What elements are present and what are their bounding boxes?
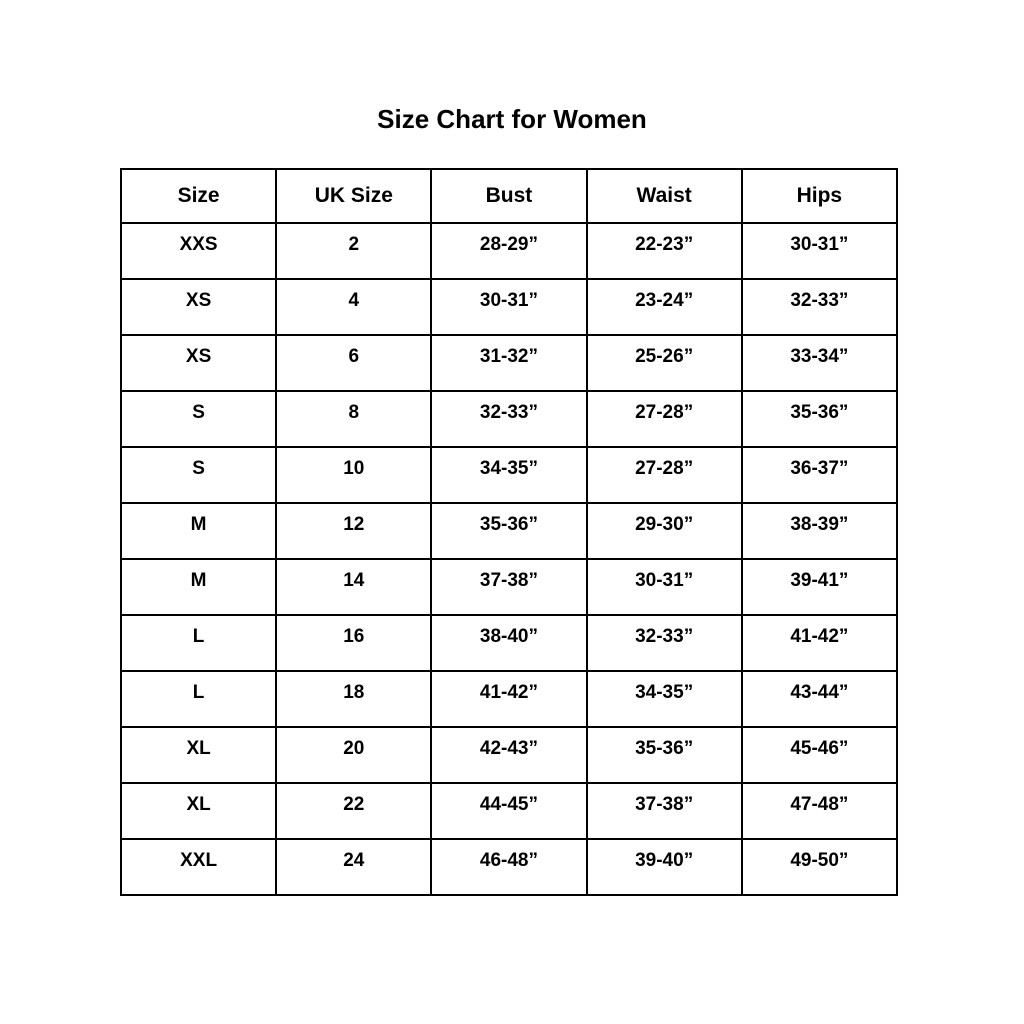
table-row: XS 6 31-32” 25-26” 33-34” — [119, 334, 899, 392]
table-cell: 47-48” — [740, 782, 899, 840]
table-cell: 24 — [275, 838, 433, 896]
table-cell: 32-33” — [585, 614, 743, 672]
table-row: L 16 38-40” 32-33” 41-42” — [119, 614, 899, 672]
table-cell: M — [119, 558, 278, 616]
table-cell: 39-40” — [585, 838, 743, 896]
column-header: Hips — [740, 168, 899, 224]
header-row: Size UK Size Bust Waist Hips — [119, 168, 899, 224]
table-cell: 41-42” — [430, 670, 588, 728]
table-cell: 6 — [275, 334, 433, 392]
table-cell: 30-31” — [585, 558, 743, 616]
table-cell: 39-41” — [740, 558, 899, 616]
table-cell: 34-35” — [585, 670, 743, 728]
table-cell: 35-36” — [430, 502, 588, 560]
table-row: S 10 34-35” 27-28” 36-37” — [119, 446, 899, 504]
page-title: Size Chart for Women — [377, 104, 647, 134]
table-cell: M — [119, 502, 278, 560]
table-row: M 14 37-38” 30-31” 39-41” — [119, 558, 899, 616]
table-cell: 41-42” — [740, 614, 899, 672]
table-cell: 36-37” — [740, 446, 899, 504]
table-row: XL 22 44-45” 37-38” 47-48” — [119, 782, 899, 840]
table-cell: 33-34” — [740, 334, 899, 392]
table-cell: 16 — [275, 614, 433, 672]
table-cell: 2 — [275, 222, 433, 280]
table-cell: XS — [119, 334, 278, 392]
table-row: L 18 41-42” 34-35” 43-44” — [119, 670, 899, 728]
table-row: XL 20 42-43” 35-36” 45-46” — [119, 726, 899, 784]
table-cell: 4 — [275, 278, 433, 336]
table-row: S 8 32-33” 27-28” 35-36” — [119, 390, 899, 448]
table-row: XXS 2 28-29” 22-23” 30-31” — [119, 222, 899, 280]
table-cell: S — [119, 446, 278, 504]
table-cell: 12 — [275, 502, 433, 560]
table-cell: 32-33” — [430, 390, 588, 448]
table-cell: 31-32” — [430, 334, 588, 392]
table-cell: 43-44” — [740, 670, 899, 728]
table-row: XXL 24 46-48” 39-40” 49-50” — [119, 838, 899, 896]
table-cell: XXS — [119, 222, 278, 280]
table-cell: 25-26” — [585, 334, 743, 392]
table-header: Size UK Size Bust Waist Hips — [119, 168, 899, 224]
table-cell: 30-31” — [740, 222, 899, 280]
table-cell: XXL — [119, 838, 278, 896]
table-cell: 29-30” — [585, 502, 743, 560]
table-cell: XL — [119, 726, 278, 784]
table-cell: 37-38” — [430, 558, 588, 616]
table-body: XXS 2 28-29” 22-23” 30-31” XS 4 30-31” 23-24” 32-… — [119, 222, 899, 896]
table-cell: 14 — [275, 558, 433, 616]
table-cell: 20 — [275, 726, 433, 784]
table-cell: 38-39” — [740, 502, 899, 560]
column-header: Waist — [585, 168, 743, 224]
table-cell: 18 — [275, 670, 433, 728]
table-cell: L — [119, 614, 278, 672]
size-chart-table: Size UK Size Bust Waist Hips XXS 2 28-29” 22-23… — [119, 168, 899, 896]
table-cell: 32-33” — [740, 278, 899, 336]
table-cell: 35-36” — [740, 390, 899, 448]
column-header: Size — [119, 168, 278, 224]
table-row: XS 4 30-31” 23-24” 32-33” — [119, 278, 899, 336]
table-cell: XS — [119, 278, 278, 336]
table-cell: 10 — [275, 446, 433, 504]
table-cell: 44-45” — [430, 782, 588, 840]
table-cell: 23-24” — [585, 278, 743, 336]
table-cell: 8 — [275, 390, 433, 448]
table-cell: 27-28” — [585, 390, 743, 448]
table-cell: 35-36” — [585, 726, 743, 784]
table-cell: 22-23” — [585, 222, 743, 280]
column-header: UK Size — [275, 168, 433, 224]
table-cell: XL — [119, 782, 278, 840]
table-cell: 30-31” — [430, 278, 588, 336]
table-cell: 38-40” — [430, 614, 588, 672]
table-cell: 42-43” — [430, 726, 588, 784]
table-cell: 49-50” — [740, 838, 899, 896]
table-cell: 46-48” — [430, 838, 588, 896]
table-cell: 34-35” — [430, 446, 588, 504]
table-row: M 12 35-36” 29-30” 38-39” — [119, 502, 899, 560]
column-header: Bust — [430, 168, 588, 224]
table-cell: 45-46” — [740, 726, 899, 784]
table-cell: 28-29” — [430, 222, 588, 280]
table-cell: S — [119, 390, 278, 448]
table-cell: 22 — [275, 782, 433, 840]
table-cell: 27-28” — [585, 446, 743, 504]
table-cell: 37-38” — [585, 782, 743, 840]
table-cell: L — [119, 670, 278, 728]
